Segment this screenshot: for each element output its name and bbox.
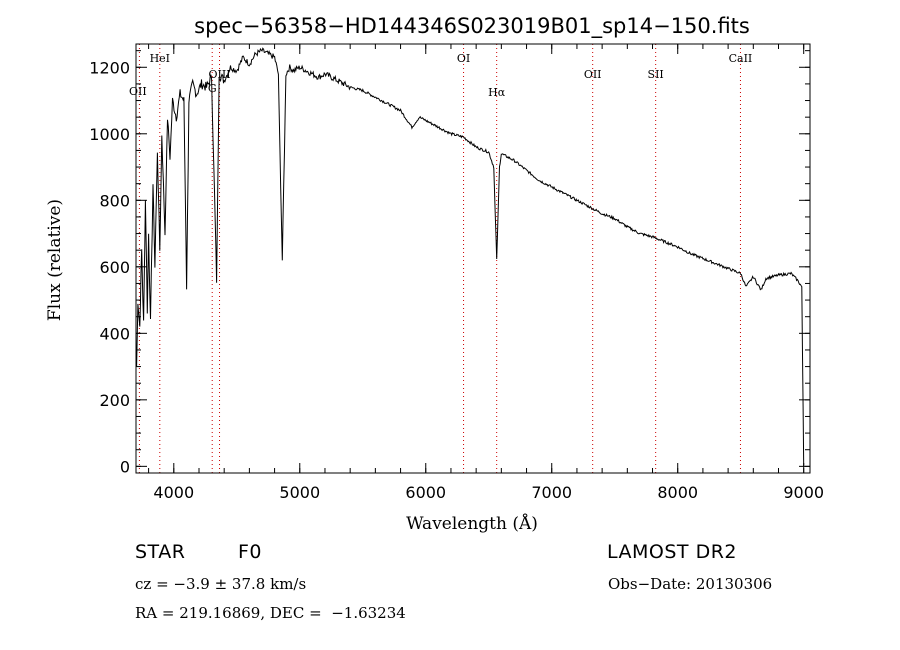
- y-axis-label: Flux (relative): [45, 199, 65, 321]
- x-tick-label-5: 9000: [783, 483, 824, 502]
- spectrum-line-0: [136, 47, 805, 467]
- x-axis-label: Wavelength (Å): [406, 513, 538, 534]
- y-tick-label-6: 1200: [89, 58, 130, 77]
- y-tick-label-0: 0: [120, 457, 130, 476]
- line-label-7: SII: [648, 68, 664, 81]
- coordinates: RA = 219.16869, DEC = −1.63234: [135, 604, 406, 622]
- x-tick-label-1: 5000: [279, 483, 320, 502]
- x-tick-label-0: 4000: [153, 483, 194, 502]
- y-tick-label-3: 600: [99, 258, 130, 277]
- y-tick-label-2: 400: [99, 324, 130, 343]
- chart-title: spec−56358−HD144346S023019B01_sp14−150.f…: [194, 14, 750, 39]
- line-label-2: OIII: [208, 68, 230, 81]
- y-tick-label-5: 1000: [89, 125, 130, 144]
- x-tick-label-4: 8000: [657, 483, 698, 502]
- survey-name: LAMOST DR2: [607, 541, 737, 563]
- y-tick-label-4: 800: [99, 191, 130, 210]
- line-label-6: OII: [584, 68, 602, 81]
- plot-frame: [135, 43, 811, 474]
- observation-date: Obs−Date: 20130306: [608, 575, 773, 593]
- y-tick-label-1: 200: [99, 391, 130, 410]
- object-subclass: F0: [238, 541, 263, 563]
- line-label-5: Hα: [488, 86, 506, 99]
- x-tick-label-3: 7000: [531, 483, 572, 502]
- redshift-value: cz = −3.9 ± 37.8 km/s: [135, 575, 307, 593]
- object-class: STAR: [135, 541, 186, 563]
- series-layer: [136, 47, 805, 467]
- line-label-4: OI: [457, 52, 470, 65]
- axis-ticks: [136, 44, 810, 473]
- line-label-0: HeI: [150, 52, 170, 65]
- x-tick-label-2: 6000: [405, 483, 446, 502]
- line-label-1: OII: [129, 85, 147, 98]
- axis-tick-labels: 4000 5000 6000 7000 8000 9000 0 200 400 600 800 100…: [89, 58, 824, 502]
- line-label-8: CaII: [729, 52, 753, 65]
